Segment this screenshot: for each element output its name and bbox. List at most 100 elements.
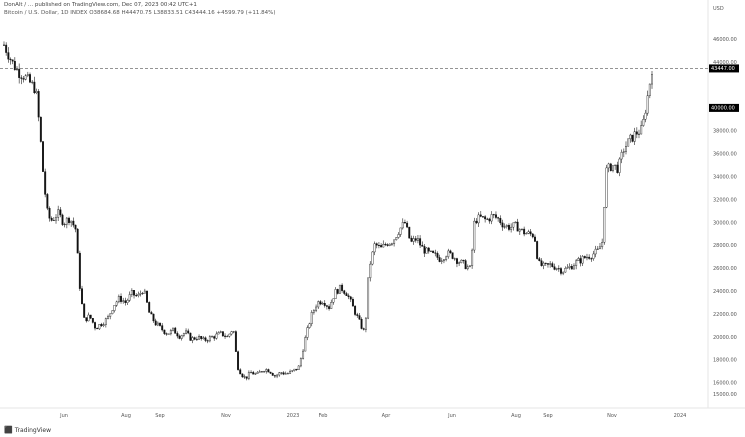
plot-area[interactable] — [0, 0, 745, 409]
candle-body — [644, 112, 647, 120]
candle-body — [345, 293, 348, 296]
candle-body — [605, 167, 608, 208]
candle-body — [18, 68, 21, 78]
candle-body — [24, 75, 27, 80]
candle-body — [107, 316, 109, 319]
candle-body — [237, 351, 240, 370]
candle-body — [161, 325, 164, 331]
time-axis[interactable]: Jun Aug Sep Nov 2023 Feb Apr Jun Aug Sep Nov 2024 — [59, 413, 686, 419]
candle-body — [37, 91, 40, 118]
candle-body — [52, 219, 55, 221]
candle-body — [568, 266, 571, 268]
candle-body — [89, 314, 92, 319]
candle-body — [384, 243, 387, 245]
candle-body — [241, 373, 244, 378]
candle-body — [551, 263, 554, 267]
price-axis[interactable]: 46000.00 44000.00 40000.00 38000.00 36000.00… — [709, 6, 739, 398]
candle-body — [143, 290, 146, 294]
time-tick-label: Nov — [221, 413, 231, 419]
candle-body — [614, 164, 617, 166]
candle-body — [468, 265, 471, 267]
candle-body — [538, 258, 541, 261]
candle-body — [104, 318, 107, 325]
candle-body — [638, 133, 640, 135]
tradingview-logo-icon: ⬛ — [4, 426, 13, 434]
candle-body — [525, 233, 528, 235]
candle-body — [312, 310, 315, 313]
candle-body — [68, 217, 70, 223]
candle-body — [347, 295, 350, 298]
price-tick-label: 34000.00 — [713, 174, 737, 180]
candle-body — [390, 243, 393, 245]
candle-body — [328, 306, 331, 309]
candle-body — [306, 327, 309, 338]
candle-body — [583, 256, 586, 259]
candle-body — [612, 165, 614, 171]
candle-body — [616, 164, 619, 173]
candle-body — [401, 222, 404, 229]
price-tick-label: 16000.00 — [713, 381, 737, 387]
candle-body — [360, 319, 363, 329]
symbol-info-line: Bitcoin / U.S. Dollar, 1D INDEX O38684.6… — [4, 10, 276, 16]
candle-body — [180, 335, 183, 339]
candle-body — [466, 266, 469, 270]
candle-body — [453, 258, 456, 260]
candle-body — [460, 259, 463, 263]
candle-body — [85, 317, 88, 322]
candle-body — [577, 258, 580, 262]
candle-body — [436, 253, 439, 258]
candle-body — [159, 322, 161, 326]
candle-body — [94, 322, 96, 329]
candle-body — [590, 258, 593, 260]
candle-body — [501, 222, 504, 228]
candle-body — [388, 243, 391, 246]
candle-body — [55, 217, 57, 221]
candle-body — [442, 259, 445, 262]
candle-body — [603, 206, 606, 243]
candle-body — [323, 303, 326, 306]
candle-body — [189, 332, 192, 341]
candle-body — [432, 250, 435, 253]
candle-body — [635, 131, 638, 135]
candle-body — [202, 337, 205, 339]
candle-body — [247, 372, 250, 379]
candle-body — [65, 217, 68, 225]
candle-body — [226, 336, 229, 338]
candle-body — [252, 372, 255, 375]
candle-body — [395, 237, 398, 241]
time-tick-label: Jun — [59, 413, 68, 419]
candle-body — [163, 329, 166, 334]
candle-body — [295, 368, 298, 370]
candle-body — [174, 327, 177, 334]
candle-body — [284, 373, 287, 375]
candle-body — [154, 320, 157, 326]
candle-body — [549, 263, 552, 265]
price-tick-label: 20000.00 — [713, 335, 737, 341]
time-tick-label: Feb — [319, 413, 328, 419]
candle-body — [514, 221, 517, 224]
candle-body — [133, 290, 135, 296]
candle-body — [289, 370, 292, 374]
tradingview-logo: ⬛ TradingView — [4, 426, 51, 434]
candle-body — [536, 241, 539, 259]
candle-body — [445, 256, 448, 261]
candle-body — [325, 305, 328, 307]
price-tick-label: 15000.00 — [713, 392, 737, 398]
candle-body — [167, 333, 170, 335]
candle-body — [263, 371, 266, 373]
candle-body — [599, 246, 601, 250]
candle-body — [50, 217, 53, 221]
candle-body — [651, 74, 653, 85]
candle-body — [120, 296, 122, 302]
candle-body — [7, 52, 10, 60]
price-tick-label: 18000.00 — [713, 358, 737, 364]
candle-body — [503, 226, 506, 228]
candle-body — [302, 350, 305, 359]
candle-body — [213, 336, 216, 339]
candle-body — [11, 59, 14, 62]
candle-body — [254, 373, 257, 375]
candle-body — [293, 368, 296, 371]
candle-body — [310, 312, 313, 324]
candle-body — [588, 256, 591, 259]
